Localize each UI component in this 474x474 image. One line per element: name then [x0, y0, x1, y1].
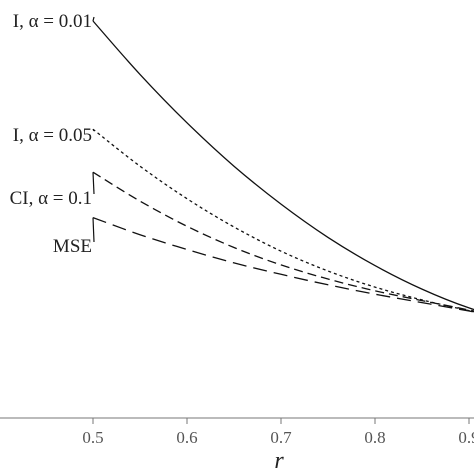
- x-axis-ticks: 0.5 0.6 0.7 0.8 0.9: [82, 418, 474, 447]
- series-label-leader: [92, 128, 95, 132]
- series-label-1: I, α = 0.01: [13, 11, 92, 32]
- series-line-2: [92, 128, 474, 313]
- x-tick-label: 0.6: [176, 428, 197, 447]
- x-tick-label: 0.8: [364, 428, 385, 447]
- series-line-1: [92, 20, 474, 311]
- series-line-4: [92, 216, 474, 313]
- series-label-3: CI, α = 0.1: [10, 188, 92, 209]
- series-labels: I, α = 0.01 I, α = 0.05 CI, α = 0.1 MSE: [10, 11, 95, 257]
- series-label-2: I, α = 0.05: [13, 125, 92, 146]
- x-tick-label: 0.5: [82, 428, 103, 447]
- series-label-leader: [92, 217, 95, 243]
- series-label-leader: [92, 16, 95, 22]
- series-line-3: [92, 171, 474, 312]
- series-label-4: MSE: [53, 236, 92, 257]
- series-label-leader: [92, 172, 95, 195]
- x-tick-label: 0.7: [270, 428, 292, 447]
- x-tick-label: 0.9: [458, 428, 474, 447]
- series-lines: [92, 20, 474, 313]
- x-axis-title: r: [274, 448, 284, 474]
